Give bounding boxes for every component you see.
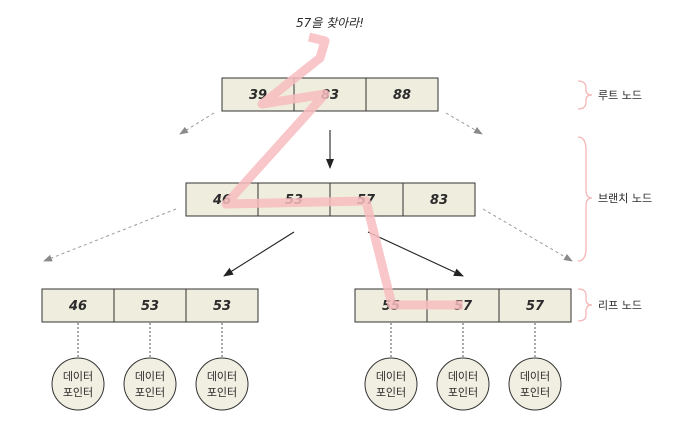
root-left-dotted-arrow — [179, 112, 215, 135]
data-pointer-label-line1: 데이터 — [376, 370, 406, 383]
branch-to-leaf2-arrow — [367, 231, 464, 277]
root-node-label: 루트 노드 — [598, 89, 642, 102]
leaf1-cell-2 — [185, 288, 259, 323]
search-path-highlight — [221, 32, 463, 310]
data-pointer-label-line2: 포인터 — [135, 386, 165, 399]
root-cell-2 — [365, 77, 439, 112]
leaf2-cell-2 — [498, 288, 572, 323]
data-pointer-label-line2: 포인터 — [376, 386, 406, 399]
branch-to-leaf1-arrow — [223, 231, 295, 277]
branch-key-3: 83 — [430, 193, 448, 208]
leaf-node-label: 리프 노드 — [598, 299, 642, 312]
root-node: 39 83 88 — [221, 77, 439, 112]
data-pointer-label-line1: 데이터 — [63, 370, 93, 383]
data-pointer-circle — [123, 357, 177, 411]
branch-node-label: 브랜치 노드 — [598, 192, 652, 205]
tree-connectors — [43, 112, 573, 277]
diagram-title: 57을 찾아라! — [296, 16, 364, 30]
data-pointer-label-line2: 포인터 — [207, 386, 237, 399]
data-pointer-circle — [436, 357, 490, 411]
data-pointer-label-line1: 데이터 — [448, 370, 478, 383]
leaf-node-1: 46 53 53 — [41, 288, 259, 323]
data-pointer-circle — [364, 357, 418, 411]
data-pointer-label-line1: 데이터 — [135, 370, 165, 383]
branch-brace — [577, 136, 593, 262]
data-pointer-label-line2: 포인터 — [63, 386, 93, 399]
branch-cell-3 — [402, 182, 476, 217]
leaf1-cell-0 — [41, 288, 115, 323]
data-pointer-label-line1: 데이터 — [207, 370, 237, 383]
leaf-node-2: 55 57 57 — [354, 288, 572, 323]
branch-node: 46 53 57 83 — [185, 182, 476, 217]
leaf-brace — [577, 288, 593, 322]
data-pointer-label-line2: 포인터 — [448, 386, 478, 399]
branch-left-dotted-arrow — [43, 208, 177, 262]
data-pointer-label-line2: 포인터 — [520, 386, 550, 399]
level-braces — [577, 80, 593, 322]
data-pointer-circle — [51, 357, 105, 411]
root-right-dotted-arrow — [445, 112, 483, 135]
leaf1-key-1: 53 — [141, 299, 159, 314]
data-pointer-label-line1: 데이터 — [520, 370, 550, 383]
leaf1-key-0: 46 — [68, 299, 87, 314]
root-key-2: 88 — [393, 88, 411, 103]
leaf1-cell-1 — [113, 288, 187, 323]
data-pointer-circle — [508, 357, 562, 411]
leaf2-key-2: 57 — [526, 299, 545, 314]
leaf1-key-2: 53 — [213, 299, 231, 314]
data-pointer-circle — [195, 357, 249, 411]
root-brace — [577, 80, 593, 110]
branch-right-dotted-arrow — [482, 208, 573, 262]
